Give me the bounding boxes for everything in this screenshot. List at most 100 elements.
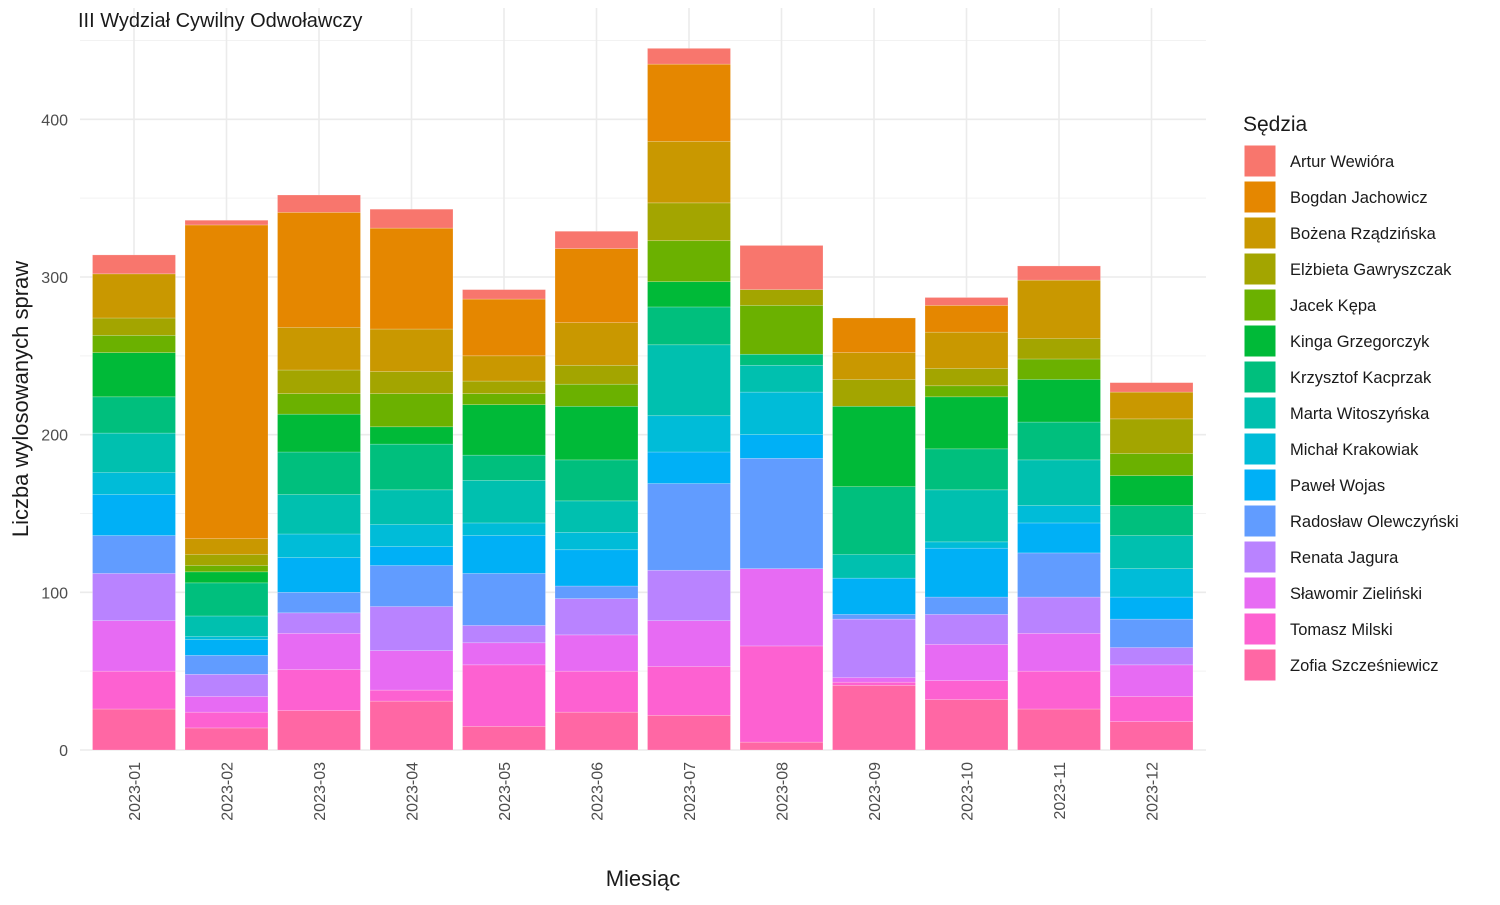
bar-segment	[1017, 505, 1101, 524]
bar-segment	[92, 670, 176, 710]
bar-segment	[739, 289, 824, 306]
bar-segment	[369, 393, 454, 428]
bar-segment	[184, 655, 269, 675]
legend-key	[1243, 576, 1277, 610]
bar-segment	[1109, 505, 1194, 536]
bar-segment	[832, 405, 916, 487]
bar-segment	[647, 306, 731, 346]
bar-segment	[554, 549, 639, 587]
legend-key	[1243, 144, 1277, 178]
bar-segment	[647, 483, 731, 571]
bar-segment	[924, 396, 1009, 450]
bar-segment	[739, 353, 824, 366]
bar-segment	[739, 434, 824, 459]
bar-segment	[369, 227, 454, 330]
legend-label: Radosław Olewczyński	[1290, 513, 1459, 531]
bar-segment	[554, 711, 639, 751]
bar-segment	[462, 522, 546, 536]
bar-segment	[92, 273, 176, 319]
bar-segment	[184, 565, 269, 573]
bar-segment	[1017, 522, 1101, 554]
bar-segment	[369, 546, 454, 566]
x-tick-label: 2023-12	[1145, 762, 1162, 821]
legend-key	[1243, 396, 1277, 430]
bar-segment	[647, 620, 731, 667]
bar-segment	[554, 248, 639, 324]
legend: Sędzia Artur Wewióra Bogdan Jachowicz Boże…	[1243, 113, 1459, 682]
bar-segment	[92, 535, 176, 574]
x-tick-label: 2023-09	[867, 762, 884, 821]
bars-layer	[92, 48, 1194, 751]
bar-segment	[369, 650, 454, 691]
y-tick-label: 200	[41, 428, 68, 445]
bar-segment	[647, 202, 731, 242]
legend-key	[1243, 180, 1277, 214]
legend-key	[1243, 324, 1277, 358]
bar-segment	[832, 677, 916, 683]
bar-segment	[647, 281, 731, 308]
bar-segment	[832, 577, 916, 615]
bar-segment	[924, 331, 1009, 369]
bar-segment	[277, 369, 361, 394]
bar-segment	[462, 726, 546, 751]
bar-segment	[462, 393, 546, 406]
legend-key	[1243, 360, 1277, 394]
bar-segment	[92, 396, 176, 434]
bar-segment	[462, 289, 546, 300]
y-tick-label: 300	[41, 270, 68, 287]
bar-segment	[1109, 475, 1194, 506]
bar-segment	[924, 541, 1009, 549]
bar-segment	[1017, 379, 1101, 423]
bar-segment	[462, 664, 546, 727]
legend-key	[1243, 468, 1277, 502]
bar-segment	[184, 727, 269, 751]
bar-segment	[184, 711, 269, 729]
legend-label: Bożena Rządzińska	[1290, 225, 1437, 243]
bar-segment	[1109, 568, 1194, 598]
bar-segment	[1017, 279, 1101, 339]
bar-segment	[647, 141, 731, 204]
bar-segment	[554, 364, 639, 385]
x-tick-label: 2023-02	[220, 762, 237, 821]
legend-key	[1243, 504, 1277, 538]
bar-segment	[647, 344, 731, 417]
bar-segment	[462, 380, 546, 394]
legend-label: Tomasz Milski	[1290, 621, 1393, 639]
bar-segment	[369, 371, 454, 394]
x-tick-label: 2023-03	[312, 762, 329, 821]
bar-segment	[554, 383, 639, 407]
bar-segment	[184, 639, 269, 656]
legend-label: Artur Wewióra	[1290, 153, 1395, 171]
bar-segment	[92, 432, 176, 473]
legend-key	[1243, 216, 1277, 250]
bar-segment	[277, 533, 361, 558]
bar-segment	[184, 615, 269, 637]
legend-label: Krzysztof Kacprzak	[1290, 369, 1432, 387]
bar-segment	[924, 297, 1009, 306]
bar-segment	[739, 741, 824, 751]
bar-segment	[92, 620, 176, 672]
bar-segment	[92, 352, 176, 398]
legend-key	[1243, 648, 1277, 682]
bar-segment	[369, 524, 454, 547]
bar-segment	[924, 644, 1009, 681]
y-tick-label: 400	[41, 112, 68, 129]
bar-segment	[1017, 459, 1101, 506]
bar-segment	[739, 568, 824, 647]
bar-segment	[369, 565, 454, 607]
bar-segment	[277, 633, 361, 670]
bar-segment	[647, 569, 731, 622]
bar-segment	[832, 352, 916, 380]
x-tick-label: 2023-05	[497, 762, 514, 821]
bar-segment	[832, 681, 916, 686]
bar-segment	[647, 451, 731, 484]
bar-segment	[1017, 265, 1101, 281]
bar-segment	[369, 700, 454, 751]
legend-key	[1243, 432, 1277, 466]
legend-key	[1243, 612, 1277, 646]
bar-segment	[647, 415, 731, 453]
bar-segment	[924, 596, 1009, 615]
bar-segment	[739, 364, 824, 393]
